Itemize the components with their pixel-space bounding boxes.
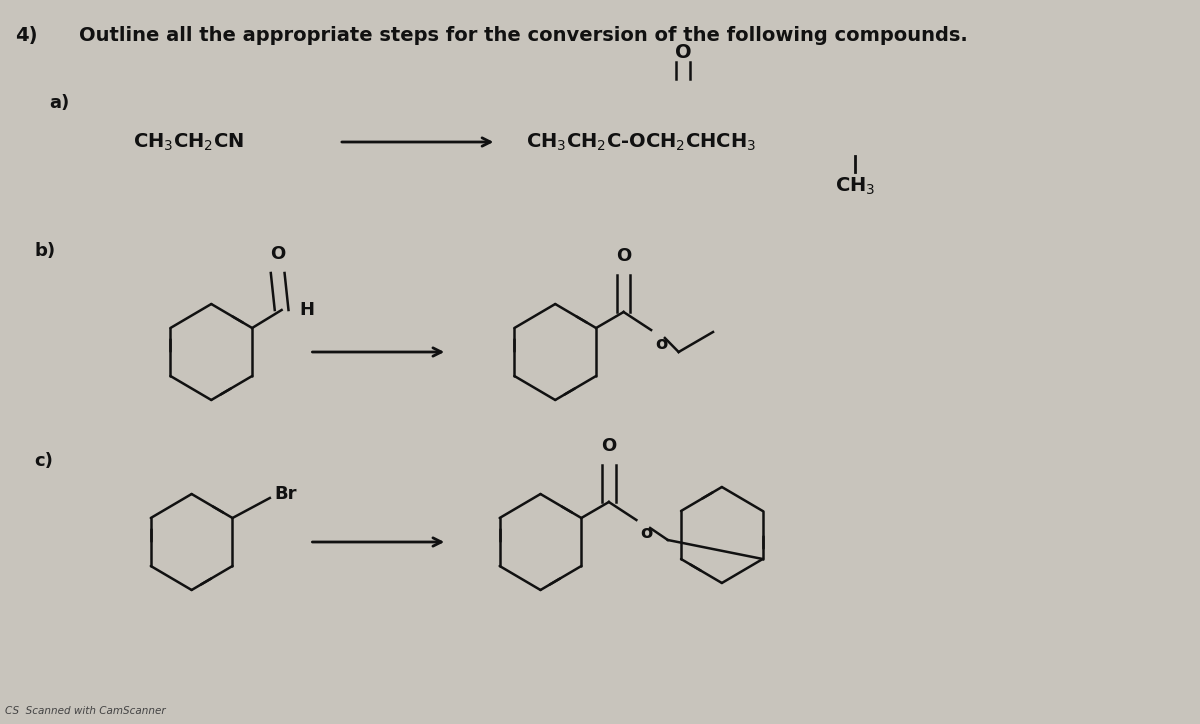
- Text: O: O: [270, 245, 286, 263]
- Text: CH$_3$CH$_2$C-OCH$_2$CHCH$_3$: CH$_3$CH$_2$C-OCH$_2$CHCH$_3$: [526, 131, 756, 153]
- Text: 4): 4): [14, 26, 37, 45]
- Text: Br: Br: [275, 485, 298, 503]
- Text: CS  Scanned with CamScanner: CS Scanned with CamScanner: [5, 706, 166, 716]
- Text: a): a): [49, 94, 70, 112]
- Text: CH$_3$: CH$_3$: [835, 175, 876, 197]
- Text: o: o: [641, 524, 653, 542]
- Text: O: O: [674, 43, 691, 62]
- Text: O: O: [616, 247, 631, 265]
- Text: Outline all the appropriate steps for the conversion of the following compounds.: Outline all the appropriate steps for th…: [79, 26, 967, 45]
- Text: O: O: [601, 437, 617, 455]
- Text: o: o: [655, 335, 667, 353]
- Text: b): b): [35, 242, 55, 260]
- Text: CH$_3$CH$_2$CN: CH$_3$CH$_2$CN: [133, 131, 244, 153]
- Text: H: H: [299, 301, 314, 319]
- Text: c): c): [35, 452, 53, 470]
